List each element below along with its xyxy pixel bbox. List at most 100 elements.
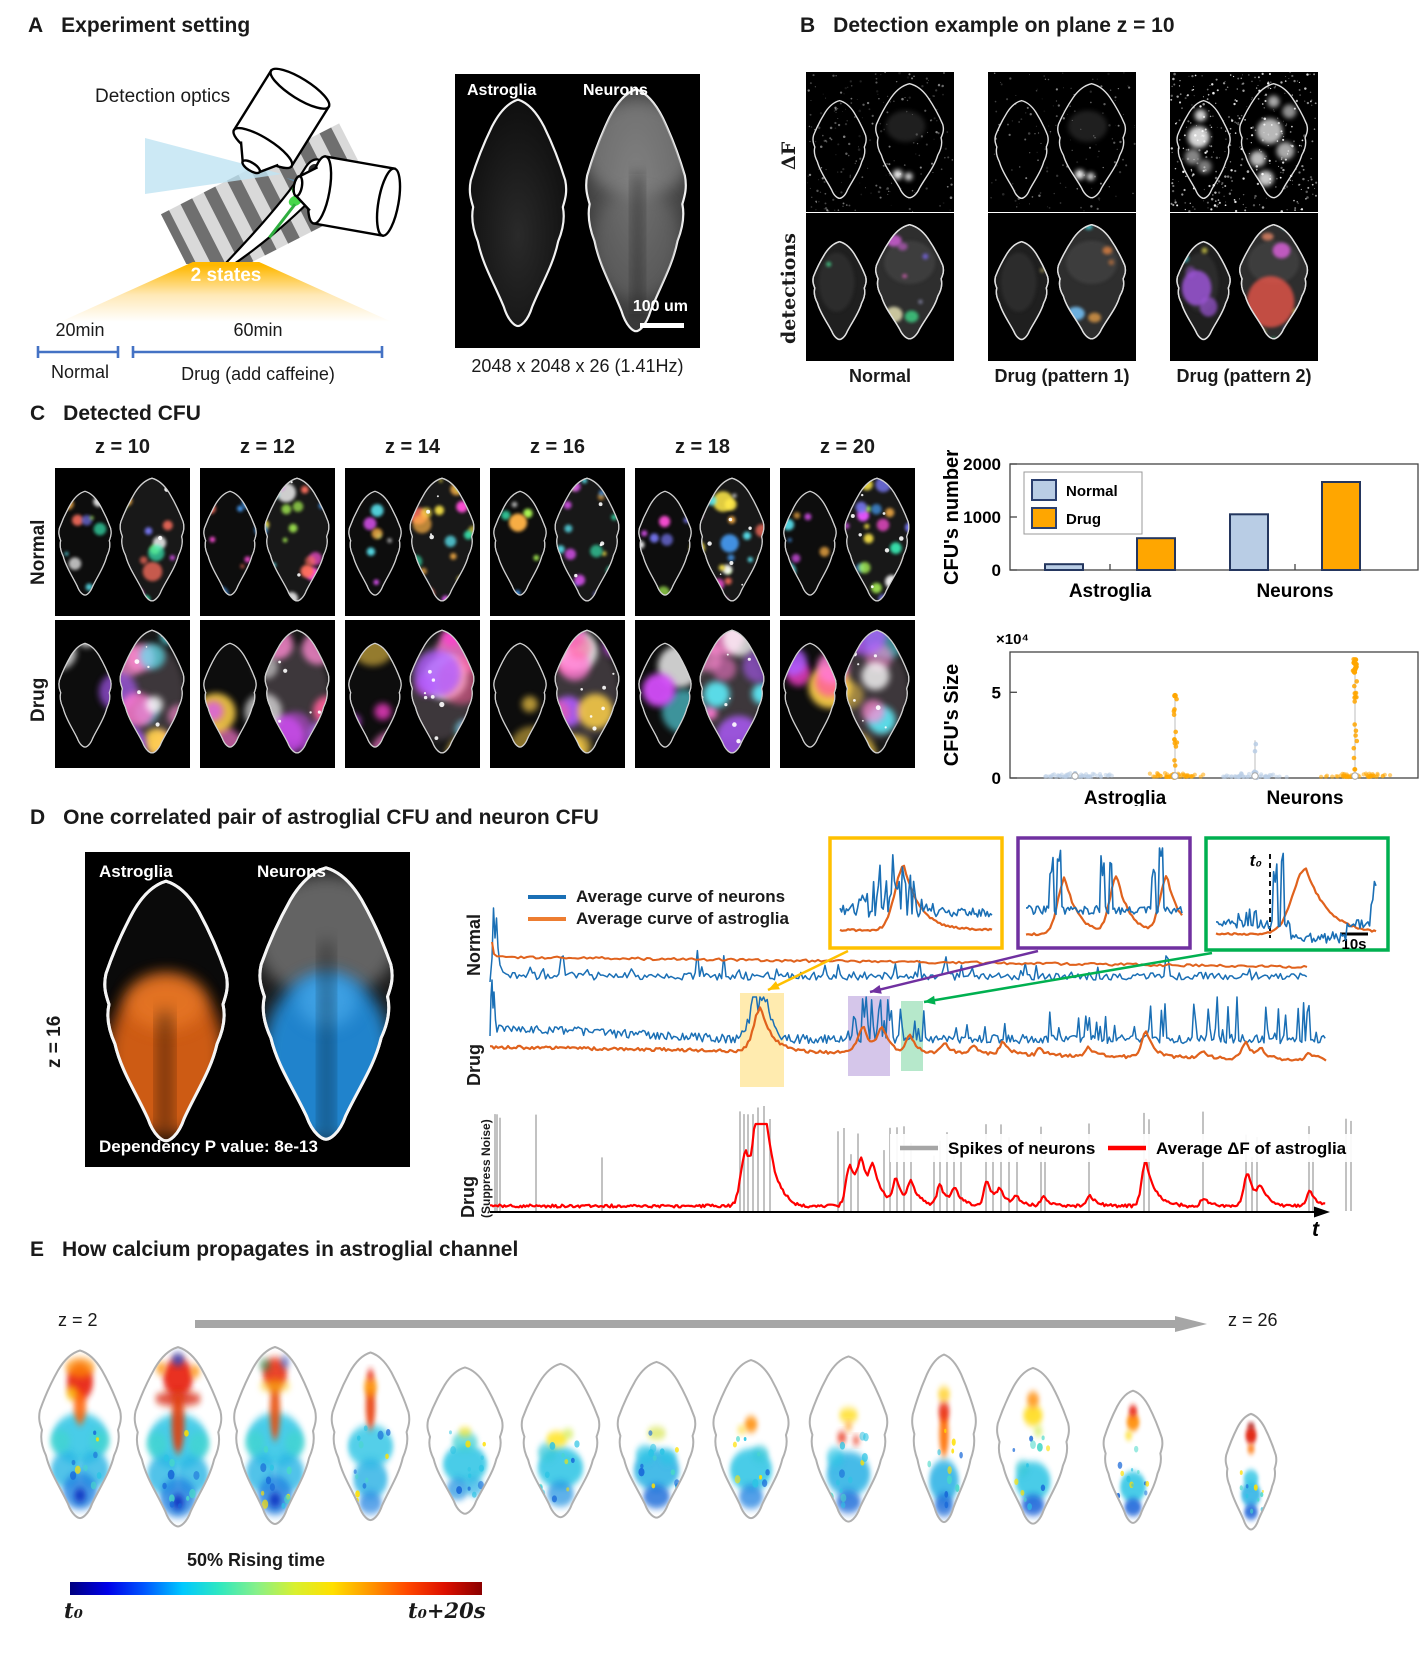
col-label-normal: Normal xyxy=(848,366,911,386)
svg-text:Neurons: Neurons xyxy=(1256,581,1333,602)
cfu-image-drug-z20 xyxy=(780,620,915,768)
astroglia-legend-line xyxy=(528,916,566,922)
scalebar xyxy=(640,323,684,328)
scalebar-label: 100 um xyxy=(632,298,688,315)
panel-a-neurons-label: Neurons xyxy=(583,82,648,99)
panel-a-header: A Experiment setting xyxy=(28,14,250,38)
panel-c-header: C Detected CFU xyxy=(30,402,201,426)
panel-d-astroglia-label: Astroglia xyxy=(99,862,173,881)
detections-image-drug-pattern1 xyxy=(988,213,1136,361)
svg-text:10s: 10s xyxy=(1341,936,1366,953)
cfu-image-drug-z16 xyxy=(490,620,625,768)
svg-text:t: t xyxy=(1312,1218,1320,1241)
trace-legend-row-astroglia: Average curve of astroglia xyxy=(528,908,789,930)
trace-row-drug-suppress: Drug (Suppress Noise) xyxy=(458,1119,493,1218)
cfu-image-drug-z14 xyxy=(345,620,480,768)
svg-text:Astroglia: Astroglia xyxy=(1084,788,1167,806)
panel-b-letter: B xyxy=(800,14,816,37)
trace-legend: Average curve of neurons Average curve o… xyxy=(528,886,789,930)
panel-e-letter: E xyxy=(30,1238,45,1261)
svg-text:CFU's Size: CFU's Size xyxy=(941,664,963,767)
trace-legend-row-neurons: Average curve of neurons xyxy=(528,886,789,908)
panel-a-title: Experiment setting xyxy=(61,14,251,37)
svg-text:Neurons: Neurons xyxy=(1266,788,1343,806)
panel-b-title: Detection example on plane z = 10 xyxy=(833,14,1175,37)
neurons-legend-label: Average curve of neurons xyxy=(576,887,786,906)
z-label-10: z = 10 xyxy=(94,436,151,458)
experiment-setup-diagram xyxy=(145,67,402,264)
cfu-image-drug-z18 xyxy=(635,620,770,768)
svg-text:Normal: Normal xyxy=(1066,483,1118,500)
panel-c-row-normal: Normal xyxy=(28,519,49,585)
z-label-20: z = 20 xyxy=(819,436,876,458)
svg-text:Average ΔF of astroglia: Average ΔF of astroglia xyxy=(1156,1139,1347,1158)
panel-a-image-box: Astroglia Neurons 100 um xyxy=(455,74,700,348)
panel-e-title: How calcium propagates in astroglial cha… xyxy=(62,1238,519,1261)
svg-text:1000: 1000 xyxy=(963,508,1001,527)
panel-d-letter: D xyxy=(30,806,46,829)
drug-phase-label: Drug (add caffeine) xyxy=(181,364,335,384)
z-label-16: z = 16 xyxy=(529,436,586,458)
calcium-traces-plot: t₀ 10s Spikes of neurons Average ΔF of astr… xyxy=(489,836,1390,1241)
normal-phase-label: Normal xyxy=(50,362,109,382)
panel-a-letter: A xyxy=(28,14,44,37)
z-label-12: z = 12 xyxy=(239,436,296,458)
svg-text:×10⁴: ×10⁴ xyxy=(996,631,1029,648)
row-label-detections: detections xyxy=(778,233,800,344)
svg-text:5: 5 xyxy=(992,683,1001,702)
svg-text:Spikes of neurons: Spikes of neurons xyxy=(948,1139,1095,1158)
colorbar-min-label: t₀ xyxy=(64,1598,83,1623)
correlated-pair-image xyxy=(85,852,410,1167)
trace-row-normal: Normal xyxy=(464,913,484,976)
panel-c-row-drug: Drug xyxy=(28,677,49,722)
col-label-drug-pattern2: Drug (pattern 2) xyxy=(1176,366,1312,386)
rising-time-brain-maps xyxy=(25,1338,1335,1553)
cfu-image-normal-z16 xyxy=(490,468,625,616)
panel-b-header: B Detection example on plane z = 10 xyxy=(800,14,1175,38)
detections-image-drug-pattern2 xyxy=(1170,213,1318,361)
z-start-label: z = 2 xyxy=(58,1310,98,1330)
z-label-14: z = 14 xyxy=(384,436,441,458)
detections-image-normal xyxy=(806,213,954,361)
trace-row-drug: Drug xyxy=(464,1044,484,1086)
svg-text:Astroglia: Astroglia xyxy=(1069,581,1152,602)
svg-text:CFU's number: CFU's number xyxy=(941,450,963,585)
neurons-legend-line xyxy=(528,894,566,900)
panel-c-title: Detected CFU xyxy=(63,402,201,425)
svg-text:Drug: Drug xyxy=(1066,511,1101,528)
drug-duration-label: 60min xyxy=(233,320,283,340)
cfu-image-normal-z10 xyxy=(55,468,190,616)
svg-text:0: 0 xyxy=(992,561,1001,580)
cfu-image-normal-z20 xyxy=(780,468,915,616)
cfu-image-normal-z12 xyxy=(200,468,335,616)
panel-d-z-label: z = 16 xyxy=(44,1015,65,1068)
colorbar-title: 50% Rising time xyxy=(186,1550,326,1570)
acquisition-caption: 2048 x 2048 x 26 (1.41Hz) xyxy=(471,356,684,376)
cfu-image-normal-z14 xyxy=(345,468,480,616)
cfu-size-scatter-chart: 0 5 ×10⁴ Astroglia Neurons CFU's Size xyxy=(941,631,1419,806)
astroglia-legend-label: Average curve of astroglia xyxy=(576,909,789,928)
cfu-image-drug-z10 xyxy=(55,620,190,768)
astroglia-neurons-overview-image xyxy=(455,74,700,348)
panel-a-astroglia-label: Astroglia xyxy=(467,82,537,99)
cfu-number-bar-chart: 0 1000 2000 Astroglia Neurons Normal Drug CFU's… xyxy=(941,450,1419,602)
cfu-image-normal-z18 xyxy=(635,468,770,616)
normal-duration-label: 20min xyxy=(55,320,105,340)
z-end-label: z = 26 xyxy=(1228,1310,1278,1330)
panel-d-title: One correlated pair of astroglial CFU an… xyxy=(63,806,599,829)
z-label-18: z = 18 xyxy=(674,436,731,458)
cfu-image-drug-z12 xyxy=(200,620,335,768)
df-image-drug-pattern2 xyxy=(1170,72,1318,212)
rising-time-colorbar xyxy=(70,1582,482,1595)
two-states-label: 2 states xyxy=(190,265,262,286)
panel-d-neurons-label: Neurons xyxy=(257,862,326,881)
panel-e-header: E How calcium propagates in astroglial c… xyxy=(30,1238,518,1262)
panel-d-header: D One correlated pair of astroglial CFU … xyxy=(30,806,599,830)
row-label-delta-f: ΔF xyxy=(778,141,800,170)
trace-row-drug2-sub: (Suppress Noise) xyxy=(479,1119,493,1218)
trace-row-drug2-main: Drug xyxy=(458,1176,478,1218)
svg-text:2000: 2000 xyxy=(963,455,1001,474)
df-image-normal xyxy=(806,72,954,212)
svg-text:t₀: t₀ xyxy=(1250,851,1263,870)
detection-optics-label: Detection optics xyxy=(95,86,231,107)
